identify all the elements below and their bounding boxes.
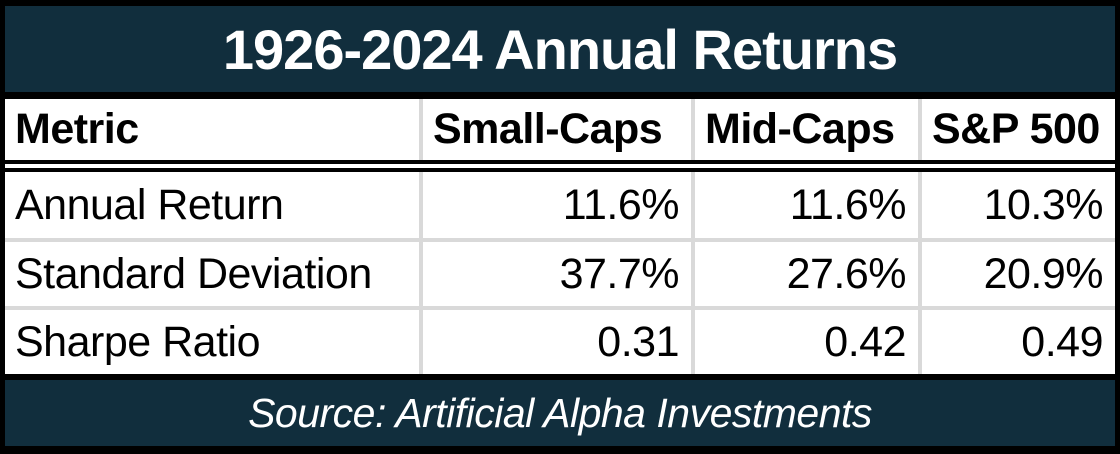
metric-cell-annual-return: Annual Return [5, 172, 423, 238]
value-cell-standard-deviation-mid-caps: 27.6% [695, 238, 922, 306]
value-cell-annual-return-small-caps: 11.6% [423, 172, 695, 238]
value-cell-sharpe-ratio-small-caps: 0.31 [423, 306, 695, 374]
column-header-mid-caps: Mid-Caps [695, 99, 922, 160]
source-text: Source: Artificial Alpha Investments [248, 389, 872, 436]
value-cell-standard-deviation-small-caps: 37.7% [423, 238, 695, 306]
header-double-rule [5, 160, 1115, 172]
column-header-metric: Metric [5, 99, 423, 160]
value-cell-sharpe-ratio-sp500: 0.49 [922, 306, 1115, 374]
column-header-small-caps: Small-Caps [423, 99, 695, 160]
column-header-sp500: S&P 500 [922, 99, 1115, 160]
value-cell-sharpe-ratio-mid-caps: 0.42 [695, 306, 922, 374]
value-cell-annual-return-sp500: 10.3% [922, 172, 1115, 238]
metric-cell-sharpe-ratio: Sharpe Ratio [5, 306, 423, 374]
page-title: 1926-2024 Annual Returns [222, 17, 898, 81]
metric-cell-standard-deviation: Standard Deviation [5, 238, 423, 306]
value-cell-standard-deviation-sp500: 20.9% [922, 238, 1115, 306]
title-bar: 1926-2024 Annual Returns [5, 6, 1115, 92]
source-bar: Source: Artificial Alpha Investments [5, 380, 1115, 446]
value-cell-annual-return-mid-caps: 11.6% [695, 172, 922, 238]
data-table: Metric Small-Caps Mid-Caps S&P 500 Annua… [5, 99, 1115, 374]
